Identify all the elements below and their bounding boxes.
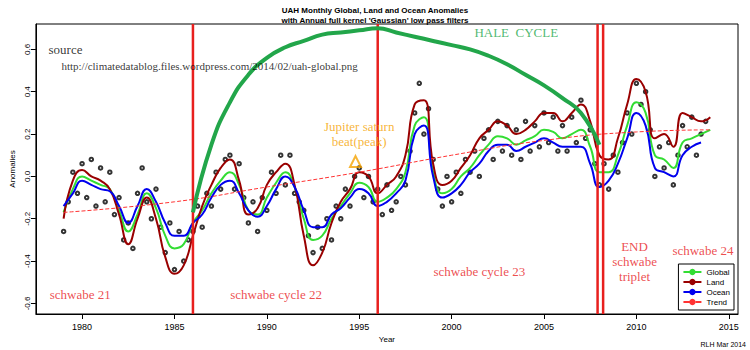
svg-text:Anomalies: Anomalies [8,150,17,187]
svg-text:1990: 1990 [257,322,277,332]
svg-text:with Annual full kernel 'Gauss: with Annual full kernel 'Gaussian' low p… [280,16,469,25]
svg-text:2015: 2015 [719,322,739,332]
svg-text:0.2: 0.2 [23,128,32,140]
svg-text:Jupiter saturn: Jupiter saturn [324,119,395,134]
svg-text:0.0: 0.0 [23,170,32,182]
svg-text:END: END [621,239,648,254]
svg-text:HALE CYCLE: HALE CYCLE [474,25,558,40]
svg-text:RLH Mar 2014: RLH Mar 2014 [700,341,746,348]
svg-text:Land: Land [706,278,724,287]
svg-text:2005: 2005 [534,322,554,332]
svg-text:UAH Monthly Global, Land and O: UAH Monthly Global, Land and Ocean Anoma… [282,6,469,15]
svg-text:2000: 2000 [442,322,462,332]
svg-text:2010: 2010 [626,322,646,332]
svg-text:triplet: triplet [619,269,650,284]
svg-text:1985: 1985 [164,322,184,332]
svg-text:beat(peak): beat(peak) [332,134,387,149]
svg-text:1980: 1980 [72,322,92,332]
svg-text:http://climatedatablog.files.w: http://climatedatablog.files.wordpress.c… [61,60,358,72]
svg-text:0.6: 0.6 [23,43,32,55]
svg-text:Ocean: Ocean [706,288,730,297]
svg-text:Year: Year [379,335,396,344]
svg-text:schwabe cycle 23: schwabe cycle 23 [433,264,525,279]
svg-text:schwabe 24: schwabe 24 [672,243,734,258]
svg-text:schwabe: schwabe [612,254,657,269]
svg-text:schwabe 21: schwabe 21 [50,287,111,302]
svg-text:Global: Global [706,268,729,277]
svg-text:Trend: Trend [706,298,727,307]
svg-text:0.4: 0.4 [23,86,32,98]
svg-text:-0.6: -0.6 [23,296,32,310]
svg-text:schwabe cycle 22: schwabe cycle 22 [230,287,322,302]
svg-text:-0.2: -0.2 [23,211,32,225]
svg-text:-0.4: -0.4 [23,254,32,268]
svg-text:1995: 1995 [349,322,369,332]
svg-text:source: source [48,42,82,57]
